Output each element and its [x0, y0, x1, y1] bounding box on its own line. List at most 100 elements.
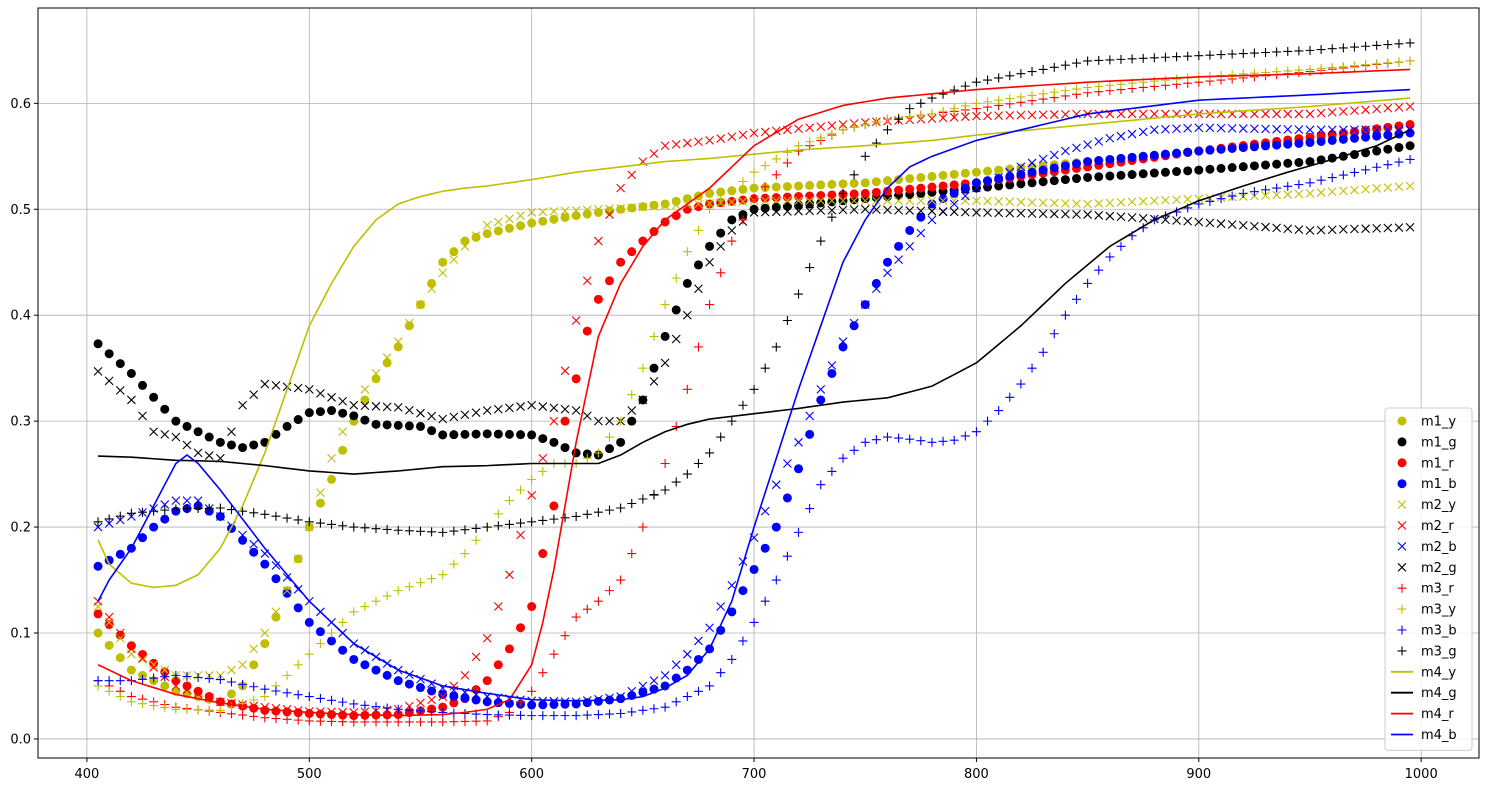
- data-point-m1_y: [360, 395, 370, 405]
- data-point-m1_y: [249, 660, 259, 670]
- data-point-m1_g: [738, 210, 748, 220]
- data-point-m2_y: [371, 369, 381, 378]
- data-point-m2_r: [560, 366, 570, 376]
- data-point-m2_r: [660, 141, 670, 151]
- data-point-m3_y: [1372, 59, 1382, 69]
- data-point-m3_g: [1105, 55, 1115, 65]
- data-point-m2_g: [938, 207, 948, 216]
- data-point-m2_g: [1305, 226, 1315, 235]
- data-point-m1_g: [660, 331, 670, 341]
- data-point-m1_g: [1405, 141, 1415, 151]
- legend-swatch: [1397, 646, 1407, 656]
- data-point-m1_b: [1294, 138, 1304, 148]
- data-point-m2_y: [249, 644, 259, 654]
- data-point-m1_r: [193, 686, 203, 696]
- data-point-m2_b: [193, 496, 203, 505]
- data-point-m3_g: [1183, 51, 1193, 61]
- data-point-m1_g: [616, 437, 626, 447]
- data-point-m1_b: [1127, 152, 1137, 162]
- legend-label: m4_b: [1421, 728, 1457, 743]
- data-point-m2_y: [527, 208, 537, 217]
- data-point-m2_y: [960, 196, 970, 206]
- data-point-m3_r: [605, 586, 615, 596]
- data-point-m3_g: [905, 104, 915, 114]
- data-point-m2_g: [1227, 220, 1237, 229]
- data-point-m1_b: [582, 698, 592, 708]
- data-point-m1_b: [727, 607, 737, 617]
- x-tick-label: 700: [742, 767, 767, 782]
- data-point-m2_r: [649, 149, 659, 159]
- legend-item-m2_r: m2_r: [1397, 519, 1454, 534]
- data-point-m3_b: [1249, 187, 1259, 197]
- data-point-m1_b: [1227, 143, 1237, 153]
- legend-label: m4_y: [1421, 665, 1456, 680]
- data-point-m1_b: [849, 321, 859, 331]
- data-point-m3_y: [327, 628, 337, 638]
- data-point-m1_g: [204, 432, 214, 442]
- series-line-m4_r: [97, 68, 1411, 717]
- data-point-m3_y: [527, 474, 537, 484]
- data-point-m3_g: [649, 489, 659, 499]
- data-point-m3_y: [149, 701, 159, 711]
- data-point-m2_b: [182, 496, 192, 505]
- legend-item-m3_b: m3_b: [1397, 624, 1457, 639]
- data-point-m1_g: [293, 415, 303, 425]
- data-point-m2_b: [716, 602, 726, 611]
- data-point-m1_b: [271, 574, 281, 584]
- legend-item-m2_g: m2_g: [1397, 561, 1457, 576]
- data-point-m2_r: [749, 128, 759, 138]
- data-point-m1_b: [1027, 167, 1037, 177]
- data-point-m2_b: [949, 199, 959, 209]
- data-point-m1_y: [605, 206, 615, 216]
- data-point-m1_g: [182, 421, 192, 431]
- data-point-m1_y: [738, 184, 748, 194]
- data-point-m3_y: [293, 660, 303, 670]
- data-point-m2_g: [427, 411, 436, 421]
- data-point-m1_g: [304, 408, 314, 418]
- data-point-m1_g: [493, 429, 503, 439]
- data-point-m1_y: [393, 342, 403, 352]
- data-point-m3_g: [1072, 58, 1081, 68]
- data-point-m3_g: [1127, 54, 1137, 64]
- data-point-m2_y: [227, 665, 236, 675]
- data-point-m2_y: [582, 205, 592, 215]
- data-point-m1_b: [1261, 141, 1271, 151]
- data-point-m1_b: [771, 522, 781, 532]
- data-point-m3_r: [571, 612, 581, 622]
- data-point-m2_g: [805, 206, 815, 216]
- y-tick-label: 0.4: [10, 309, 31, 324]
- data-point-m1_b: [338, 645, 348, 655]
- data-point-m2_g: [393, 402, 403, 412]
- data-point-m2_b: [1294, 125, 1304, 134]
- data-point-m3_y: [905, 112, 915, 122]
- data-point-m1_y: [660, 199, 670, 209]
- data-point-m2_y: [1272, 190, 1282, 200]
- data-point-m1_y: [805, 180, 815, 190]
- data-point-m3_b: [304, 692, 314, 702]
- data-point-m3_g: [1372, 40, 1382, 50]
- data-point-m2_b: [1261, 124, 1270, 134]
- data-point-m3_g: [204, 503, 214, 513]
- data-point-m3_b: [627, 707, 637, 717]
- data-point-m2_r: [471, 652, 481, 662]
- data-point-m3_g: [482, 522, 492, 532]
- data-point-m3_b: [1016, 379, 1026, 389]
- data-point-m2_r: [1294, 109, 1304, 119]
- data-point-m2_g: [1238, 220, 1248, 230]
- data-point-m3_g: [860, 151, 870, 161]
- data-point-m3_y: [660, 300, 670, 310]
- data-point-m1_y: [827, 179, 837, 189]
- data-point-m3_g: [1205, 50, 1215, 60]
- data-point-m2_r: [327, 707, 336, 717]
- data-point-m2_b: [1383, 125, 1393, 135]
- data-point-m3_g: [427, 527, 437, 537]
- data-point-m3_r: [738, 215, 748, 225]
- data-point-m3_r: [527, 686, 537, 696]
- data-point-m1_y: [427, 278, 437, 288]
- data-point-m3_g: [1405, 38, 1415, 48]
- data-point-m1_r: [771, 193, 781, 203]
- data-point-m3_b: [671, 697, 681, 707]
- data-point-m1_g: [460, 429, 470, 439]
- data-point-m3_r: [616, 575, 626, 585]
- data-point-m1_r: [182, 681, 192, 691]
